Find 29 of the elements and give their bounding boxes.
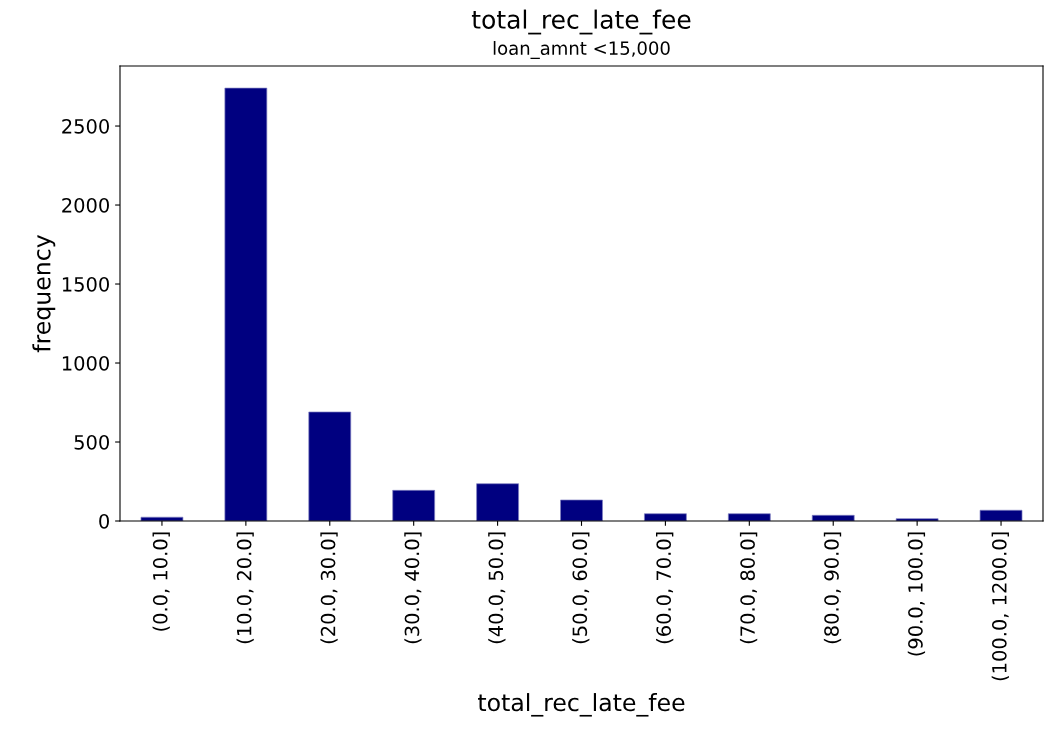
x-tick-label: (60.0, 70.0]	[656, 532, 674, 644]
x-tick-label: (10.0, 20.0]	[236, 532, 254, 644]
x-tick-label: (0.0, 10.0]	[152, 532, 170, 631]
y-tick-label: 2500	[62, 118, 109, 134]
bar	[644, 513, 687, 521]
x-tick-label: (40.0, 50.0]	[488, 532, 506, 644]
x-axis-title: total_rec_late_fee	[478, 693, 685, 717]
y-tick-label: 500	[74, 434, 109, 450]
y-tick-label: 1500	[62, 276, 109, 292]
x-tick-label: (90.0, 100.0]	[907, 532, 926, 656]
bar	[392, 490, 436, 521]
chart-title: total_rec_late_fee	[471, 9, 691, 35]
bar	[560, 499, 603, 521]
bar	[224, 87, 268, 521]
x-tick-label: (80.0, 90.0]	[823, 532, 842, 644]
y-tick-label: 1000	[62, 355, 109, 371]
bar	[308, 411, 352, 521]
chart-subtitle: loan_amnt <15,000	[493, 41, 670, 59]
bar	[727, 513, 771, 521]
x-tick-label: (50.0, 60.0]	[572, 532, 590, 644]
x-tick-label: (30.0, 40.0]	[404, 532, 422, 644]
y-tick-label: 0	[99, 513, 109, 529]
bar	[476, 483, 519, 521]
bar	[979, 509, 1023, 521]
x-tick-label: (70.0, 80.0]	[739, 532, 758, 644]
y-tick-label: 2000	[62, 197, 109, 213]
x-tick-label: (20.0, 30.0]	[320, 532, 338, 644]
y-axis-title: frequency	[32, 235, 56, 353]
x-tick-label: (100.0, 1200.0]	[991, 532, 1009, 681]
